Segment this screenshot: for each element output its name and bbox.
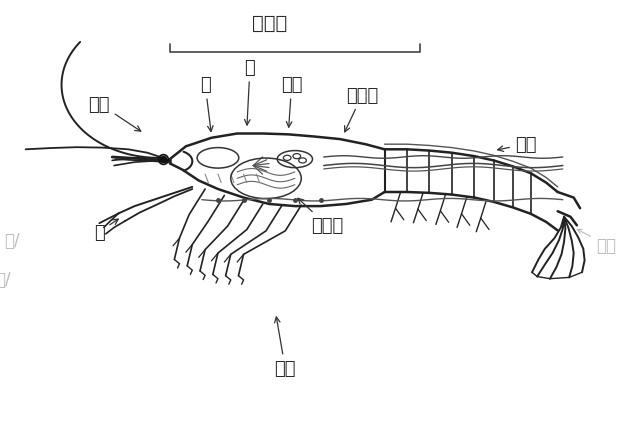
Text: 心脏: 心脏 [281, 76, 303, 128]
Text: 带/: 带/ [0, 270, 11, 288]
Text: 肝胰腺: 肝胰腺 [298, 199, 343, 235]
Text: 步足: 步足 [274, 317, 296, 377]
Text: 消化道: 消化道 [345, 87, 378, 132]
Text: 馨: 馨 [94, 219, 119, 241]
Text: 动脉: 动脉 [497, 136, 537, 154]
Text: 腮: 腮 [244, 59, 255, 126]
Text: 头胸部: 头胸部 [252, 14, 287, 33]
Text: 神经: 神经 [578, 230, 616, 254]
Text: 节/: 节/ [4, 232, 19, 250]
Text: 触角: 触角 [88, 95, 141, 132]
Text: 胃: 胃 [200, 76, 213, 132]
